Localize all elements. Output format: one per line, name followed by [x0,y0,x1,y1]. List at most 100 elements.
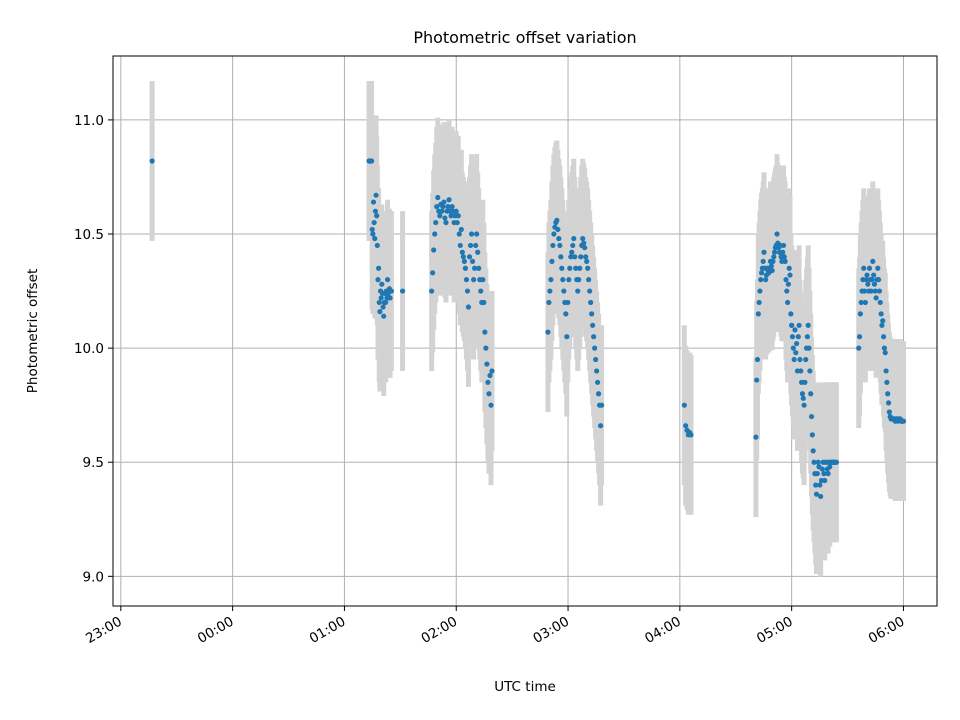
data-point [788,311,794,317]
data-point [763,277,769,283]
data-point [560,277,566,283]
data-point [885,400,892,406]
data-point [561,288,567,294]
data-point [483,345,489,351]
data-point [784,299,791,306]
data-point [376,265,382,271]
data-point [810,448,816,454]
data-point [861,265,867,271]
data-point [757,288,763,294]
data-point [681,402,687,408]
data-point [434,204,440,210]
data-point [862,299,868,306]
data-point [456,231,462,237]
data-point [564,334,570,340]
data-point [784,288,790,294]
data-point [464,288,471,294]
data-point [470,277,477,283]
data-point [805,322,811,328]
data-point [476,265,482,271]
data-point [813,491,820,497]
data-point [688,432,694,438]
data-point [791,356,797,363]
data-point [455,213,461,219]
data-point [825,471,831,477]
data-point [870,258,876,264]
data-point [807,368,813,374]
data-point [884,379,890,385]
data-point [586,277,592,283]
data-point [814,471,820,477]
data-point [590,322,596,328]
data-point [785,281,792,287]
data-point [787,272,793,278]
data-point [809,432,815,438]
data-point [794,340,800,347]
data-point [806,345,812,351]
data-point [815,459,821,465]
data-point [370,199,377,205]
data-point [588,299,594,306]
data-point [580,235,586,242]
data-point [592,345,598,351]
data-point [462,265,469,271]
data-point [460,254,466,260]
data-point [546,299,552,306]
data-point [374,242,380,249]
x-axis-label: UTC time [494,679,556,695]
data-point [813,482,819,488]
data-point [589,311,595,317]
data-point [550,242,556,249]
data-point [441,199,447,205]
data-point [885,391,891,397]
data-point [793,350,799,356]
data-point [886,409,892,415]
data-point [865,281,871,287]
data-point [484,361,490,367]
data-point [387,295,393,301]
data-point [463,277,470,283]
data-point [754,377,760,383]
data-point [879,322,885,328]
data-point [833,459,839,465]
data-point [790,345,796,351]
data-point [770,258,776,264]
data-point [469,258,476,264]
data-point [753,434,759,440]
data-point [467,242,474,249]
data-point [563,311,569,317]
data-point [458,226,464,233]
data-point [872,288,878,294]
data-point [811,459,817,465]
data-point [880,334,887,340]
data-point [472,265,478,271]
data-point [817,482,823,488]
data-point [758,277,764,283]
data-point [799,391,806,397]
data-point [454,219,460,226]
data-point [559,265,565,271]
data-point [459,249,465,255]
data-point [783,277,789,283]
data-point [370,231,376,237]
data-point [473,242,479,249]
data-point [796,322,802,328]
data-point [432,231,438,237]
data-point [761,249,767,255]
data-point [465,304,472,310]
data-point [587,288,593,294]
data-point [818,493,824,500]
data-point [577,265,583,271]
data-point [578,254,584,260]
data-point [792,327,798,333]
data-point [379,281,385,287]
data-point [488,402,494,408]
data-point [449,204,455,210]
data-point [822,477,828,484]
data-point [482,329,488,335]
data-point [795,334,801,340]
data-point [856,345,862,351]
data-point [857,311,863,317]
data-point [373,192,379,198]
data-point [557,242,563,249]
